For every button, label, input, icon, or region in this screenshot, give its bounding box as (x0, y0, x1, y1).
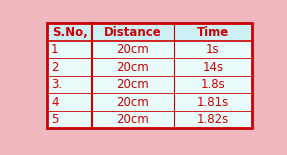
Bar (174, 111, 252, 128)
Text: S.No,: S.No, (52, 26, 87, 39)
Text: 20cm: 20cm (117, 61, 149, 74)
Bar (47, 76, 92, 93)
Text: Distance: Distance (104, 26, 162, 39)
Text: 1.8s: 1.8s (200, 78, 225, 91)
Bar (92, 93, 174, 111)
Text: 3.: 3. (51, 78, 62, 91)
Bar (47, 93, 92, 111)
Text: 2: 2 (51, 61, 59, 74)
Bar (174, 58, 252, 76)
Text: 20cm: 20cm (117, 78, 149, 91)
Bar (92, 41, 174, 58)
Text: 1: 1 (51, 43, 59, 56)
Bar (174, 23, 252, 41)
Text: 20cm: 20cm (117, 113, 149, 126)
Bar (174, 93, 252, 111)
Text: 5: 5 (51, 113, 58, 126)
Bar (92, 58, 174, 76)
Bar (47, 23, 252, 128)
Bar (174, 76, 252, 93)
Text: 20cm: 20cm (117, 96, 149, 109)
Text: 1s: 1s (206, 43, 220, 56)
Text: Time: Time (197, 26, 229, 39)
Bar (47, 58, 92, 76)
Text: 14s: 14s (202, 61, 223, 74)
Bar (47, 111, 92, 128)
Bar (174, 41, 252, 58)
Bar (47, 23, 92, 41)
Text: 1.82s: 1.82s (197, 113, 229, 126)
Text: 4: 4 (51, 96, 59, 109)
Bar (47, 41, 92, 58)
Text: 20cm: 20cm (117, 43, 149, 56)
Bar (92, 23, 174, 41)
Text: 1.81s: 1.81s (197, 96, 229, 109)
Bar (92, 111, 174, 128)
Bar (92, 76, 174, 93)
